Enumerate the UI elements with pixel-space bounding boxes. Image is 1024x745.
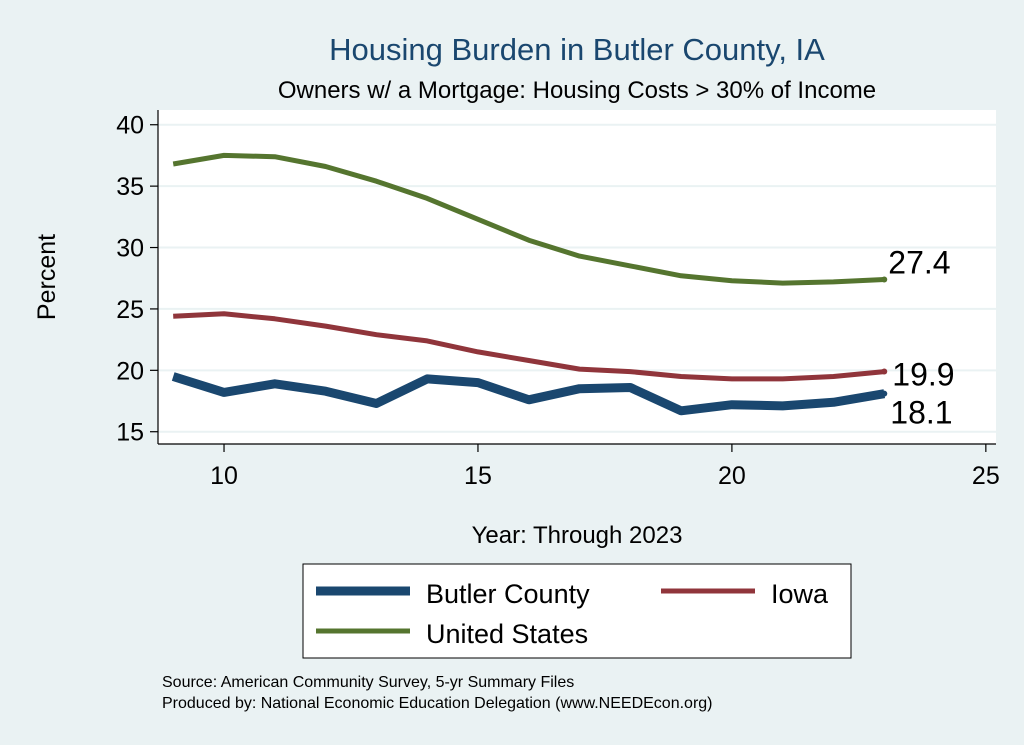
legend-box bbox=[302, 563, 852, 659]
y-tick-label-30: 30 bbox=[116, 235, 144, 263]
y-tick-label-25: 25 bbox=[116, 296, 144, 324]
producer-note: Produced by: National Economic Education… bbox=[162, 695, 713, 712]
source-note: Source: American Community Survey, 5-yr … bbox=[162, 674, 574, 691]
end-point-united-states bbox=[881, 276, 888, 283]
end-label-butler-county: 18.1 bbox=[890, 395, 952, 431]
end-labels: 18.119.9 27.4 bbox=[888, 244, 954, 430]
legend-label-iowa: Iowa bbox=[771, 579, 829, 609]
y-tick-label-15: 15 bbox=[116, 419, 144, 447]
chart-title: Housing Burden in Butler County, IA bbox=[329, 32, 825, 67]
end-label-united-states: 27.4 bbox=[888, 244, 950, 280]
y-axis-label: Percent bbox=[33, 234, 61, 320]
y-tick-label-20: 20 bbox=[116, 357, 144, 385]
series-line-butler-county bbox=[171, 372, 886, 416]
legend-label-united-states: United States bbox=[426, 619, 588, 649]
y-tick-label-35: 35 bbox=[116, 173, 144, 201]
legend: Butler County Iowa United States bbox=[302, 563, 852, 659]
x-axis-label: Year: Through 2023 bbox=[472, 522, 683, 549]
end-point-iowa bbox=[881, 368, 888, 375]
axes: 15 20 25 30 35 40 10 15 20 25 bbox=[116, 110, 1000, 490]
x-tick-label-10: 10 bbox=[210, 462, 238, 490]
end-point-butler-county bbox=[881, 390, 888, 397]
x-tick-label-20: 20 bbox=[718, 462, 746, 490]
x-tick-label-25: 25 bbox=[972, 462, 1000, 490]
legend-label-butler-county: Butler County bbox=[426, 579, 590, 609]
end-label-iowa: 19.9 bbox=[892, 357, 954, 393]
series-line-iowa bbox=[173, 311, 885, 382]
y-tick-label-40: 40 bbox=[116, 112, 144, 140]
x-tick-label-15: 15 bbox=[464, 462, 492, 490]
series-lines bbox=[171, 152, 888, 416]
chart-subtitle: Owners w/ a Mortgage: Housing Costs > 30… bbox=[278, 77, 876, 104]
series-line-united-states bbox=[172, 152, 885, 286]
